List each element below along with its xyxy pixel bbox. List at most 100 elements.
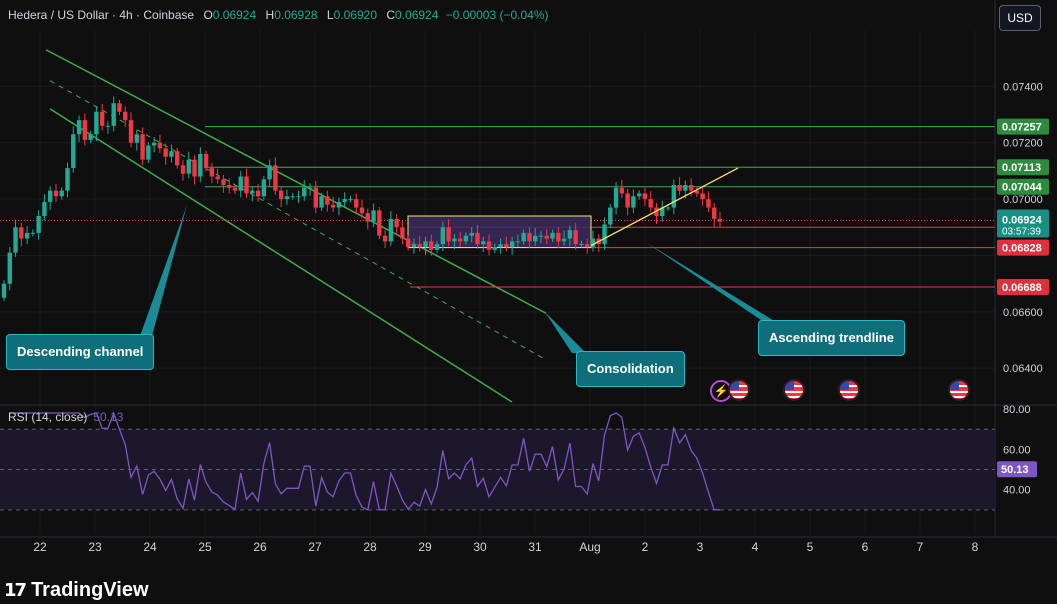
price-tick-label: 0.07000: [1003, 194, 1043, 206]
candle-body: [186, 159, 191, 174]
price-tick-label: 0.07200: [1003, 138, 1043, 150]
candle-body: [440, 227, 446, 245]
level-price-tag-label: 0.06828: [1002, 243, 1042, 255]
time-tick-label: 3: [697, 540, 704, 554]
candle-body: [71, 134, 76, 169]
candle-body: [463, 235, 469, 242]
candle-body: [636, 193, 642, 197]
candle-body: [642, 193, 648, 200]
candle-body: [261, 179, 267, 197]
candle-body: [180, 165, 186, 174]
level-price-tag-label: 0.07044: [1002, 182, 1043, 194]
consolidation-pointer: [545, 312, 586, 353]
candle-body: [486, 241, 492, 250]
candle-body: [82, 120, 88, 140]
candle-body: [509, 241, 515, 247]
candle-body: [255, 190, 261, 197]
candle-body: [429, 241, 434, 250]
candle-body: [157, 142, 163, 149]
candle-body: [377, 210, 382, 236]
consolidation-callout: Consolidation: [576, 351, 685, 387]
brand-name: TradingView: [31, 578, 149, 601]
candle-body: [411, 244, 417, 247]
candle-body: [342, 199, 347, 202]
candle-body: [457, 238, 463, 242]
candle-body: [619, 187, 625, 194]
price-tick-label: 0.07400: [1003, 81, 1043, 93]
candle-body: [556, 232, 561, 242]
candle-body: [382, 235, 388, 242]
candle-body: [325, 196, 330, 205]
candle-body: [203, 154, 209, 169]
level-price-tag-label: 0.07113: [1002, 162, 1041, 174]
rsi-tick-label: 40.00: [1003, 485, 1031, 497]
time-tick-label: 24: [143, 540, 157, 554]
time-tick-label: 26: [253, 540, 267, 554]
time-tick-label: 27: [308, 540, 322, 554]
candle-body: [330, 204, 336, 208]
candle-body: [169, 151, 174, 157]
candle-body: [42, 201, 47, 216]
open-value: 0.06924: [212, 8, 257, 22]
open-label: O: [203, 8, 213, 22]
candle-body: [683, 185, 688, 191]
candle-body: [232, 187, 238, 191]
candle-body: [706, 199, 711, 208]
price-tick-label: 0.06600: [1003, 307, 1043, 319]
level-price-tag: [997, 178, 1049, 195]
rsi-line: [9, 411, 720, 511]
candle-body: [717, 218, 723, 222]
time-tick-label: Aug: [579, 540, 600, 554]
candle-body: [94, 111, 99, 135]
candle-body: [405, 238, 411, 247]
close-label: C: [386, 8, 396, 22]
bar-countdown: 03:57:39: [1002, 227, 1041, 238]
candle-body: [117, 103, 122, 112]
descending-channel-pointer: [140, 205, 187, 336]
tradingview-mark-icon: 𝟭𝟳: [4, 579, 27, 600]
low-value: 0.06920: [333, 8, 377, 22]
candle-body: [400, 227, 405, 239]
candle-body: [434, 244, 440, 250]
candle-body: [76, 120, 82, 135]
candle-body: [19, 227, 24, 239]
time-tick-label: 22: [33, 540, 47, 554]
us-flag-event-icon[interactable]: [948, 379, 970, 401]
us-flag-event-icon[interactable]: [838, 379, 860, 401]
us-flag-event-icon[interactable]: [728, 379, 750, 401]
candle-body: [47, 190, 53, 202]
time-tick-label: 4: [752, 540, 759, 554]
candle-body: [146, 145, 151, 160]
candle-body: [504, 244, 509, 247]
candle-body: [313, 187, 319, 208]
close-value: 0.06924: [395, 8, 439, 22]
candle-body: [452, 238, 457, 242]
currency-button[interactable]: USD: [999, 5, 1041, 31]
candle-body: [354, 199, 359, 208]
candle-body: [694, 190, 700, 194]
candle-body: [53, 190, 59, 197]
candle-body: [319, 196, 324, 208]
candle-body: [538, 235, 544, 237]
ascending-trendline-pointer: [647, 243, 776, 322]
time-tick-label: 8: [972, 540, 979, 554]
high-label: H: [265, 8, 275, 22]
candle-body: [688, 185, 694, 191]
candle-body: [521, 232, 526, 242]
rsi-label: RSI (14, close): [8, 410, 88, 424]
time-tick-label: 23: [88, 540, 102, 554]
candle-body: [492, 247, 498, 250]
candle-body: [302, 187, 307, 197]
us-flag-event-icon[interactable]: [783, 379, 805, 401]
channel-upper-line: [45, 49, 547, 314]
channel-lower-line: [49, 108, 513, 403]
candle-body: [446, 227, 451, 242]
tradingview-logo: 𝟭𝟳 TradingView: [4, 578, 149, 602]
candle-body: [625, 193, 630, 208]
time-tick-label: 31: [528, 540, 542, 554]
level-price-tag-label: 0.07257: [1002, 122, 1042, 134]
candle-body: [712, 207, 717, 219]
candle-body: [348, 199, 353, 201]
time-tick-label: 2: [642, 540, 649, 554]
